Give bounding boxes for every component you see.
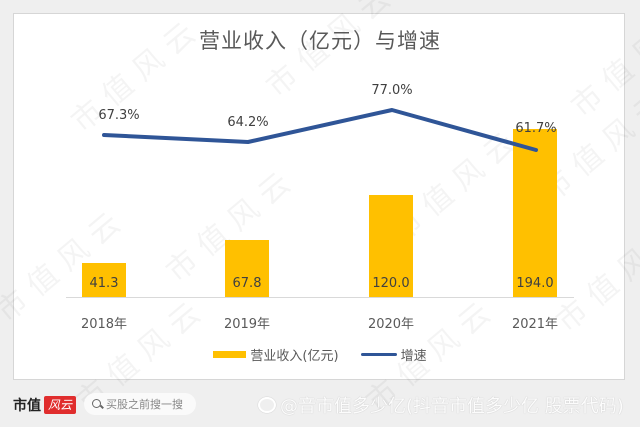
growth-value-label: 67.3% — [98, 108, 140, 123]
bar-value-label: 120.0 — [372, 276, 410, 291]
bar-value-label: 67.8 — [232, 276, 262, 291]
x-tick-label: 2018年 — [80, 317, 128, 332]
bar-2021 — [513, 129, 557, 297]
weibo-icon — [258, 397, 276, 413]
bar-value-label: 194.0 — [516, 276, 554, 291]
search-box[interactable]: 买股之前搜一搜 — [84, 393, 196, 415]
x-tick-label: 2020年 — [367, 317, 415, 332]
legend-label: 营业收入(亿元) — [250, 349, 339, 364]
bar-2018 — [82, 263, 126, 297]
bar-2019 — [225, 240, 269, 297]
growth-value-label: 61.7% — [515, 121, 557, 136]
footer: 市值 风云 买股之前搜一搜 @音市值多少亿(抖音市值多少亿 股票代码) — [0, 384, 640, 427]
growth-value-label: 64.2% — [227, 115, 269, 130]
search-icon — [92, 399, 102, 409]
chart-title: 营业收入（亿元）与增速 — [199, 29, 441, 53]
bar-swatch-icon — [213, 351, 247, 358]
x-tick-label: 2021年 — [511, 317, 559, 332]
bar-value-label: 41.3 — [89, 276, 119, 291]
attribution-text: @音市值多少亿(抖音市值多少亿 股票代码) — [280, 396, 624, 417]
brand-logo[interactable]: 市值 风云 — [13, 395, 77, 415]
growth-value-label: 77.0% — [371, 83, 413, 98]
x-axis-line — [66, 297, 574, 298]
search-placeholder: 买股之前搜一搜 — [106, 398, 183, 411]
brand-text: 市值 — [13, 398, 41, 414]
legend-label: 增速 — [400, 349, 427, 364]
legend-item-growth: 增速 — [360, 345, 427, 364]
legend: 营业收入(亿元) 增速 — [0, 345, 640, 364]
attribution-watermark: @音市值多少亿(抖音市值多少亿 股票代码) — [258, 392, 624, 418]
brand-logo-mark: 风云 — [44, 396, 77, 414]
bar-2020 — [369, 195, 413, 297]
legend-item-revenue: 营业收入(亿元) — [213, 345, 339, 364]
line-swatch-icon — [360, 353, 397, 356]
x-tick-label: 2019年 — [223, 317, 271, 332]
